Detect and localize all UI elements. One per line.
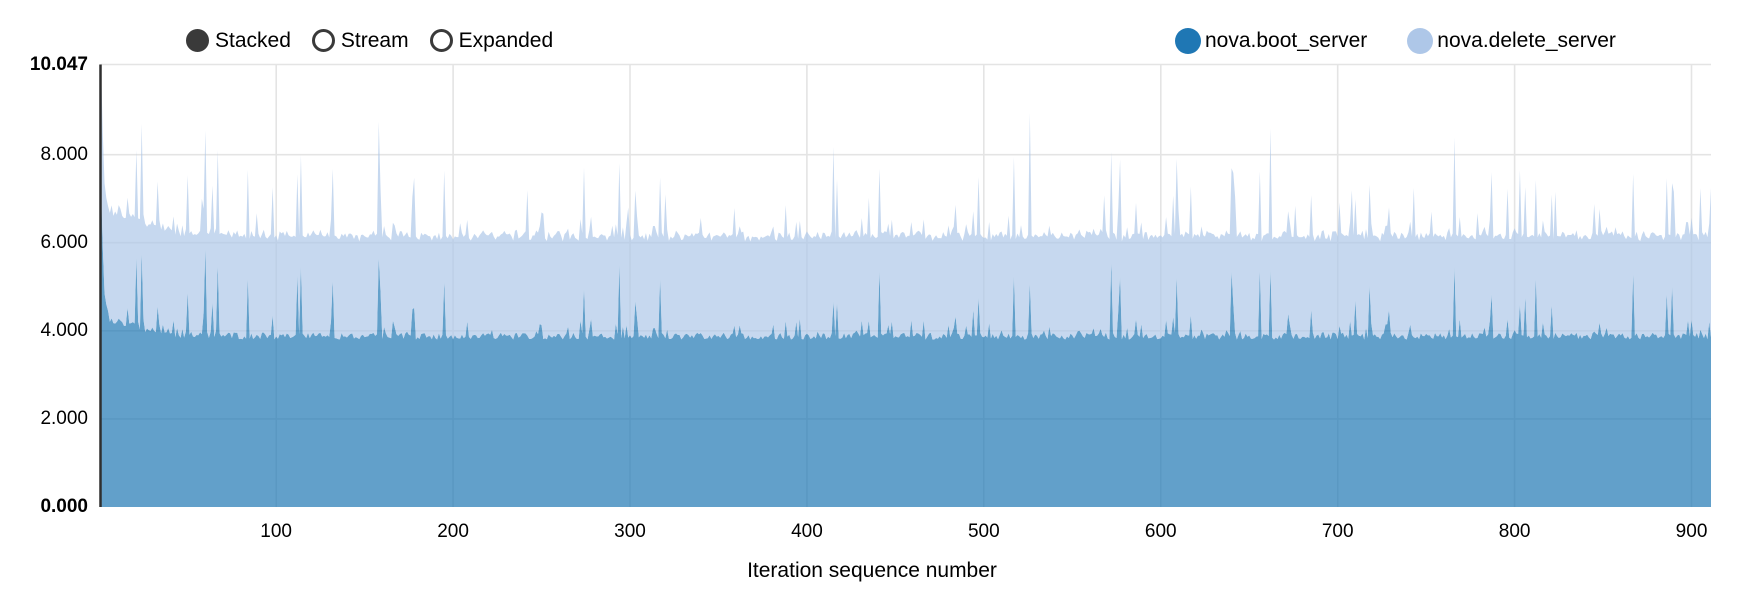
series-color-dot-icon <box>1175 28 1201 54</box>
legend-item-nova-delete-server[interactable]: nova.delete_server <box>1407 28 1616 54</box>
area-nova-delete-server[interactable] <box>101 64 1711 340</box>
x-tick-label: 900 <box>1675 521 1708 542</box>
legend-label: nova.boot_server <box>1205 29 1368 52</box>
radio-stacked-label: Stacked <box>215 29 291 52</box>
area-series <box>101 64 1711 508</box>
x-tick-label: 500 <box>967 521 1000 542</box>
y-tick-label: 6.000 <box>40 231 88 253</box>
x-tick-label: 800 <box>1498 521 1531 542</box>
chart-legend: nova.boot_server nova.delete_server <box>1175 28 1616 54</box>
x-tick-label: 300 <box>614 521 646 542</box>
chart-mode-controls: Stacked Stream Expanded <box>186 29 553 52</box>
y-tick-label: 10.047 <box>29 53 88 75</box>
y-tick-label: 0.000 <box>40 496 88 517</box>
series-color-dot-icon <box>1407 28 1434 54</box>
x-tick-label: 200 <box>437 521 469 542</box>
x-tick-label: 700 <box>1321 521 1354 542</box>
legend-item-nova-boot-server[interactable]: nova.boot_server <box>1175 28 1367 54</box>
radio-expanded-label: Expanded <box>458 29 554 52</box>
radio-selected-icon[interactable] <box>186 29 209 52</box>
radio-unselected-icon[interactable] <box>311 29 335 52</box>
radio-stream-label: Stream <box>340 29 409 52</box>
radio-expanded[interactable]: Expanded <box>429 29 554 52</box>
y-tick-label: 4.000 <box>40 319 88 341</box>
legend-label: nova.delete_server <box>1437 29 1616 52</box>
x-tick-label: 600 <box>1144 521 1177 542</box>
y-tick-label: 2.000 <box>40 407 88 429</box>
x-axis-title: Iteration sequence number <box>747 559 997 582</box>
radio-stream[interactable]: Stream <box>311 29 409 52</box>
area-nova-boot-server[interactable] <box>101 185 1711 508</box>
x-tick-label: 400 <box>791 521 823 542</box>
x-tick-label: 100 <box>260 521 292 542</box>
radio-unselected-icon[interactable] <box>429 29 453 52</box>
y-tick-label: 8.000 <box>40 143 88 165</box>
radio-stacked[interactable]: Stacked <box>186 29 291 52</box>
